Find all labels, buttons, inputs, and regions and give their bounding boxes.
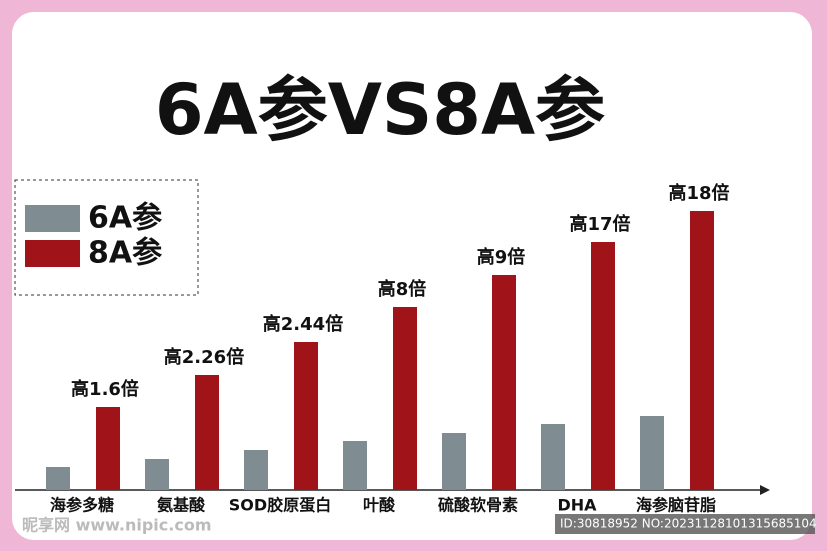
legend-label: 6A参 xyxy=(88,201,162,236)
bar xyxy=(541,424,565,490)
x-tick-label: 海参脑苷脂 xyxy=(636,496,716,515)
annotation: 高2.26倍 xyxy=(164,346,244,368)
bar xyxy=(640,416,664,490)
axis-arrow xyxy=(760,485,770,495)
annotation: 高17倍 xyxy=(569,213,630,235)
bar xyxy=(195,375,219,490)
legend-swatch xyxy=(25,240,80,267)
annotation: 高9倍 xyxy=(477,246,526,268)
x-tick-label: 叶酸 xyxy=(363,496,396,515)
legend-swatch xyxy=(25,205,80,232)
chart-title: 6A参VS8A参 xyxy=(155,69,605,151)
bar xyxy=(294,342,318,490)
x-tick-label: SOD胶原蛋白 xyxy=(229,496,331,515)
annotation: 高8倍 xyxy=(378,278,427,300)
bar xyxy=(96,407,120,490)
legend-box xyxy=(14,179,199,296)
watermark: ID:30818952 NO:20231128101315685104 xyxy=(560,517,817,531)
bar xyxy=(46,467,70,490)
annotation: 高2.44倍 xyxy=(263,313,343,335)
bar xyxy=(244,450,268,490)
x-tick-label: 氨基酸 xyxy=(157,496,206,515)
x-tick-label: 海参多糖 xyxy=(50,496,114,515)
bar xyxy=(145,459,169,490)
legend-label: 8A参 xyxy=(88,236,162,271)
x-tick-label: DHA xyxy=(557,496,597,515)
watermark: 昵享网 www.nipic.com xyxy=(22,516,212,535)
annotation: 高18倍 xyxy=(668,182,729,204)
x-tick-label: 硫酸软骨素 xyxy=(438,496,518,515)
bar xyxy=(442,433,466,490)
bar xyxy=(591,242,615,490)
watermark-bg xyxy=(555,514,815,534)
bar xyxy=(492,275,516,490)
bar xyxy=(393,307,417,490)
bar xyxy=(343,441,367,490)
annotation: 高1.6倍 xyxy=(71,378,139,400)
bar xyxy=(690,211,714,490)
